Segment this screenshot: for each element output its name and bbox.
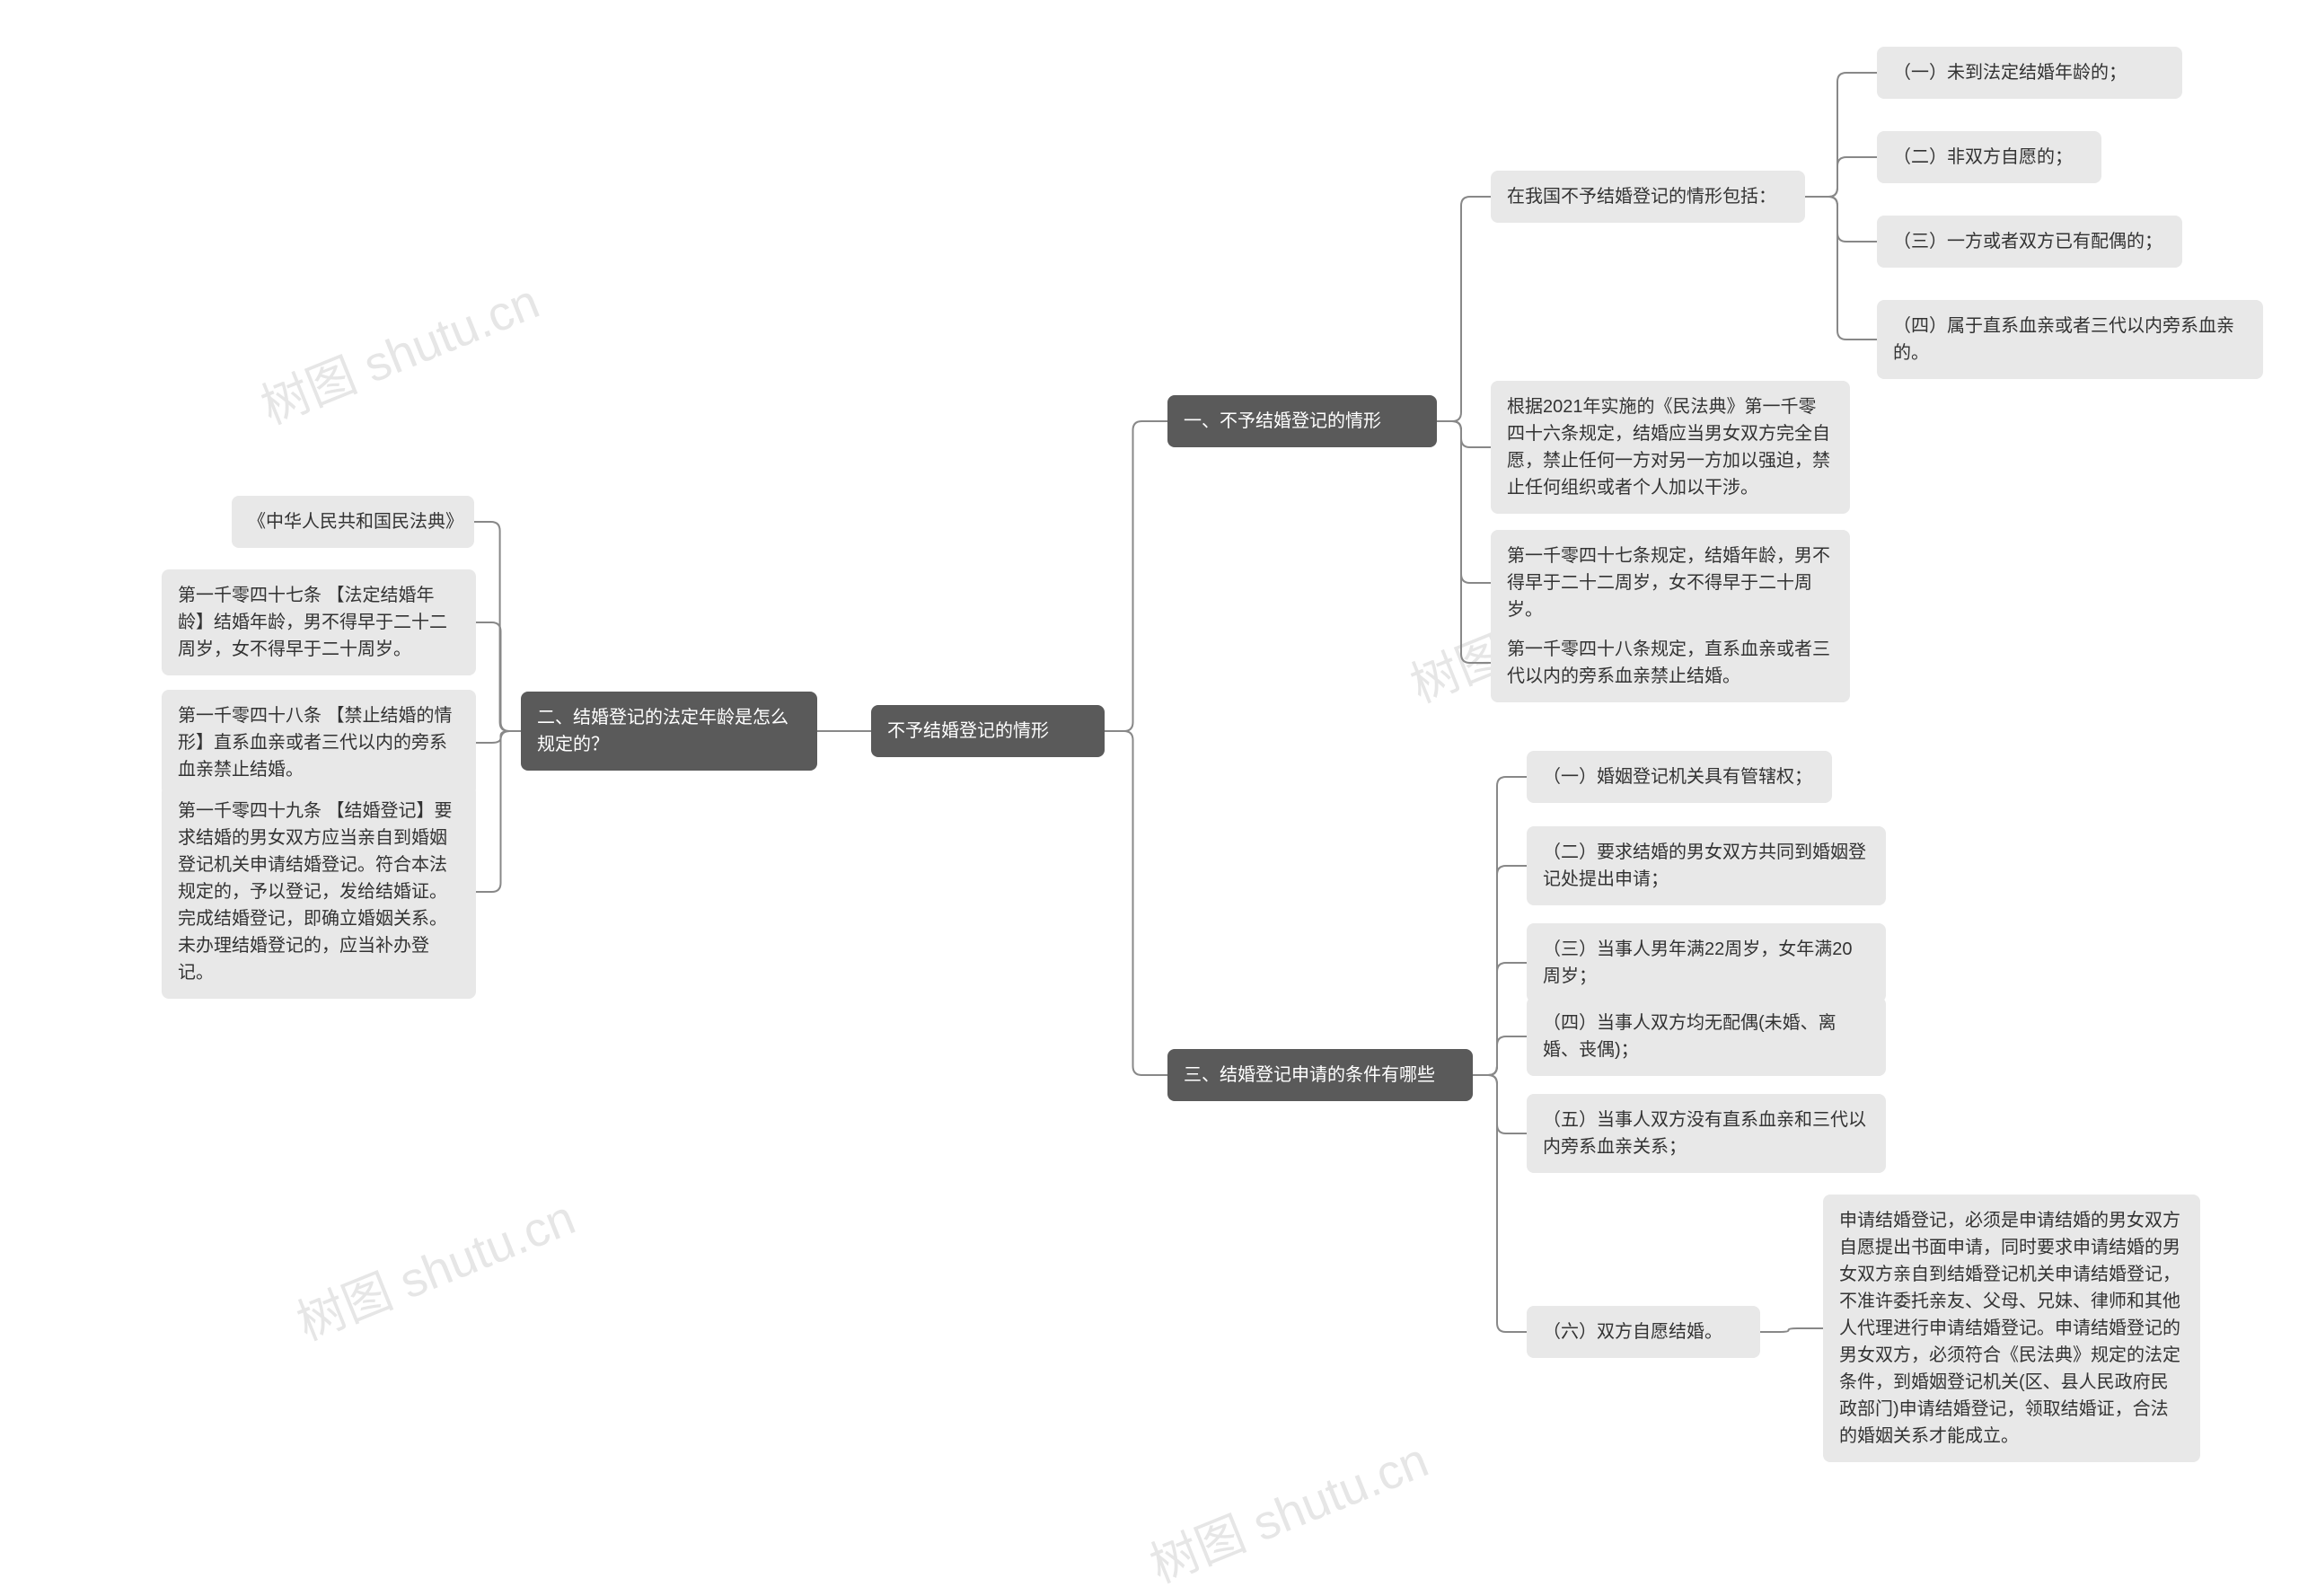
branch-1-child-3: 第一千零四十七条规定，结婚年龄，男不得早于二十二周岁，女不得早于二十周岁。 <box>1491 530 1850 636</box>
branch-3-child-6: （六）双方自愿结婚。 <box>1527 1306 1760 1358</box>
branch-2-child-2: 第一千零四十七条 【法定结婚年龄】结婚年龄，男不得早于二十二周岁，女不得早于二十… <box>162 569 476 675</box>
branch-3-child-3: （三）当事人男年满22周岁，女年满20周岁； <box>1527 923 1886 1002</box>
branch-3: 三、结婚登记申请的条件有哪些 <box>1167 1049 1473 1101</box>
branch-3-child-5: （五）当事人双方没有直系血亲和三代以内旁系血亲关系； <box>1527 1094 1886 1173</box>
branch-1-child-1-b: （二）非双方自愿的； <box>1877 131 2101 183</box>
branch-1-child-2: 根据2021年实施的《民法典》第一千零四十六条规定，结婚应当男女双方完全自愿，禁… <box>1491 381 1850 514</box>
branch-2-child-3: 第一千零四十八条 【禁止结婚的情形】直系血亲或者三代以内的旁系血亲禁止结婚。 <box>162 690 476 796</box>
branch-3-child-2: （二）要求结婚的男女双方共同到婚姻登记处提出申请； <box>1527 826 1886 905</box>
watermark: 树图 shutu.cn <box>1138 1421 1437 1596</box>
branch-2: 二、结婚登记的法定年龄是怎么规定的？ <box>521 692 817 771</box>
branch-1: 一、不予结婚登记的情形 <box>1167 395 1437 447</box>
branch-1-child-1: 在我国不予结婚登记的情形包括： <box>1491 171 1805 223</box>
branch-3-child-6-a: 申请结婚登记，必须是申请结婚的男女双方自愿提出书面申请，同时要求申请结婚的男女双… <box>1823 1195 2200 1462</box>
branch-2-child-4: 第一千零四十九条 【结婚登记】要求结婚的男女双方应当亲自到婚姻登记机关申请结婚登… <box>162 785 476 999</box>
watermark: 树图 shutu.cn <box>249 262 548 438</box>
branch-3-child-1: （一）婚姻登记机关具有管辖权； <box>1527 751 1832 803</box>
branch-1-child-1-d: （四）属于直系血亲或者三代以内旁系血亲的。 <box>1877 300 2263 379</box>
branch-3-child-4: （四）当事人双方均无配偶(未婚、离婚、丧偶)； <box>1527 997 1886 1076</box>
branch-1-child-4: 第一千零四十八条规定，直系血亲或者三代以内的旁系血亲禁止结婚。 <box>1491 623 1850 702</box>
root-node: 不予结婚登记的情形 <box>871 705 1105 757</box>
watermark: 树图 shutu.cn <box>285 1178 584 1354</box>
branch-1-child-1-c: （三）一方或者双方已有配偶的； <box>1877 216 2182 268</box>
branch-1-child-1-a: （一）未到法定结婚年龄的； <box>1877 47 2182 99</box>
branch-2-child-1: 《中华人民共和国民法典》 <box>232 496 474 548</box>
